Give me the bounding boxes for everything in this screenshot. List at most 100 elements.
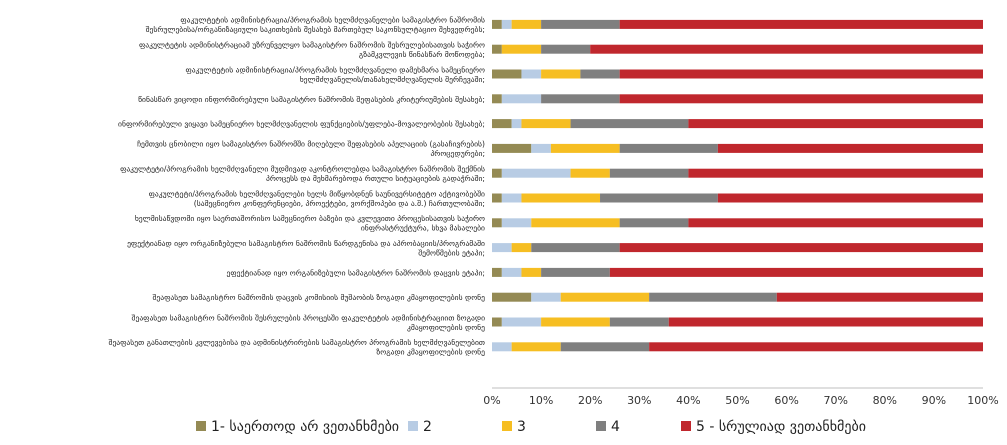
- bar-segment-row4-series2: [501, 94, 542, 104]
- x-tick-label: 80%: [873, 394, 897, 407]
- bar-segment-row6-series1: [492, 143, 532, 153]
- bar-segment-row10-series5: [619, 243, 983, 253]
- bar-segment-row14-series5: [649, 342, 983, 352]
- bar-segment-row2-series5: [590, 44, 983, 54]
- bar-segment-row3-series5: [619, 69, 983, 79]
- bar-segment-row10-series3: [511, 243, 532, 253]
- category-label: ფაკულტეტის ადმინისტრაციამ უზრუნველყო სამ…: [139, 40, 485, 59]
- category-label: შეაფასეთ განათლების კვლევებისა და ადმინი…: [109, 338, 486, 357]
- category-label: ეფექტიანად იყო ორგანიზებული სამაგისტრო ნ…: [127, 239, 485, 258]
- category-label: ფაკულტეტის ადმინისტრაცია/პროგრამის ხელმძ…: [185, 65, 485, 84]
- bar-segment-row13-series3: [541, 317, 610, 327]
- x-tick-label: 30%: [627, 394, 651, 407]
- bar-segment-row5-series3: [521, 119, 571, 129]
- category-label: ეფექტიანად იყო ორგანიზებული სამაგისტრო ნ…: [226, 268, 485, 277]
- x-tick-label: 50%: [725, 394, 749, 407]
- bar-segment-row5-series4: [570, 119, 689, 129]
- bar-segment-row6-series4: [619, 143, 718, 153]
- legend-swatch: [196, 421, 206, 431]
- bar-segment-row13-series5: [668, 317, 983, 327]
- bar-segment-row1-series2: [501, 19, 512, 29]
- bar-segment-row9-series3: [531, 218, 620, 228]
- bar-segment-row13-series4: [609, 317, 669, 327]
- x-tick-label: 70%: [823, 394, 847, 407]
- legend-swatch: [681, 421, 691, 431]
- bar-segment-row3-series4: [580, 69, 620, 79]
- bar-segment-row8-series5: [717, 193, 983, 203]
- bar-segment-row11-series4: [541, 267, 610, 277]
- bar-segment-row3-series3: [541, 69, 581, 79]
- bar-segment-row9-series1: [492, 218, 502, 228]
- bar-segment-row9-series2: [501, 218, 532, 228]
- bar-segment-row5-series5: [688, 119, 983, 129]
- bar-segment-row4-series5: [619, 94, 983, 104]
- bar-segment-row11-series1: [492, 267, 502, 277]
- bar-segment-row4-series4: [541, 94, 620, 104]
- bar-segment-row11-series3: [521, 267, 542, 277]
- bar-segment-row8-series1: [492, 193, 502, 203]
- bar-segment-row10-series2: [492, 243, 512, 253]
- bar-segment-row10-series4: [531, 243, 620, 253]
- bar-segment-row1-series3: [511, 19, 542, 29]
- category-labels: ფაკულტეტის ადმინისტრაცია/პროგრამის ხელმძ…: [109, 16, 486, 357]
- bar-segment-row5-series2: [511, 119, 522, 129]
- bar-segment-row2-series1: [492, 44, 502, 54]
- x-tick-label: 10%: [529, 394, 553, 407]
- bar-segment-row8-series2: [501, 193, 522, 203]
- bar-segment-row6-series3: [550, 143, 620, 153]
- bar-segment-row8-series4: [600, 193, 718, 203]
- x-tick-labels: 0% 10% 20% 30% 40% 50% 60% 70% 80% 90% 100%: [483, 394, 998, 407]
- bar-segment-row13-series2: [501, 317, 542, 327]
- bar-segment-row12-series3: [560, 292, 650, 302]
- bar-segment-row7-series5: [688, 168, 983, 178]
- bar-segment-row6-series5: [717, 143, 983, 153]
- x-tick-label: 20%: [578, 394, 602, 407]
- x-tick-label: 60%: [774, 394, 798, 407]
- bar-segment-row12-series4: [649, 292, 777, 302]
- category-label: წინასწარ ვიცოდი ინფორმირებული სამაგისტრო…: [138, 95, 485, 104]
- category-label: ფაკულტეტი/პროგრამის ხელმძღვანელი მუდმივა…: [120, 164, 485, 183]
- bar-segment-row7-series1: [492, 168, 502, 178]
- bar-segment-row12-series1: [492, 292, 532, 302]
- bar-segment-row13-series1: [492, 317, 502, 327]
- bar-segment-row11-series2: [501, 267, 522, 277]
- bar-segment-row9-series5: [688, 218, 983, 228]
- bar-segment-row5-series1: [492, 119, 512, 129]
- bar-segment-row3-series1: [492, 69, 522, 79]
- legend-label: 1- საერთოდ არ ვეთანხმები: [211, 418, 399, 435]
- legend-swatch: [502, 421, 512, 431]
- bar-segment-row11-series5: [609, 267, 983, 277]
- legend-label: 3: [517, 419, 526, 435]
- legend: 1- საერთოდ არ ვეთანხმები 2 3 4 5 - სრულიად ვ…: [196, 418, 866, 435]
- bar-segment-row2-series4: [541, 44, 591, 54]
- category-label: ფაკულტეტი/პროგრამის ხელმძღვანელები ხელს …: [149, 189, 485, 208]
- bar-segment-row1-series5: [619, 19, 983, 29]
- bars-group: [492, 19, 983, 352]
- bar-segment-row12-series5: [776, 292, 983, 302]
- legend-label: 5 - სრულიად ვეთანხმები: [696, 418, 866, 435]
- bar-segment-row9-series4: [619, 218, 689, 228]
- bar-segment-row14-series4: [560, 342, 650, 352]
- bar-segment-row14-series3: [511, 342, 561, 352]
- bar-segment-row12-series2: [531, 292, 561, 302]
- bar-segment-row7-series3: [570, 168, 610, 178]
- category-label: შეაფასეთ სამაგისტრო ნაშრომის შესრულების …: [132, 313, 486, 332]
- bar-segment-row8-series3: [521, 193, 601, 203]
- legend-swatch: [596, 421, 606, 431]
- category-label: ჩემთვის ცნობილი იყო სამაგისტრო ნაშრომში …: [137, 140, 485, 159]
- category-label: ხელმისაწვდომი იყო საერთაშორისო სამეცნიერ…: [135, 214, 485, 233]
- legend-label: 2: [423, 419, 432, 435]
- bar-segment-row7-series4: [609, 168, 689, 178]
- bar-segment-row1-series4: [541, 19, 620, 29]
- legend-swatch: [408, 421, 418, 431]
- bar-segment-row3-series2: [521, 69, 542, 79]
- bar-segment-row14-series2: [492, 342, 512, 352]
- x-tick-label: 90%: [922, 394, 946, 407]
- category-label: შეაფასეთ სამაგისტრო ნაშრომის დაცვის კომი…: [152, 293, 485, 302]
- legend-label: 4: [611, 419, 620, 435]
- bar-segment-row2-series3: [501, 44, 542, 54]
- bar-segment-row4-series1: [492, 94, 502, 104]
- bar-segment-row6-series2: [531, 143, 551, 153]
